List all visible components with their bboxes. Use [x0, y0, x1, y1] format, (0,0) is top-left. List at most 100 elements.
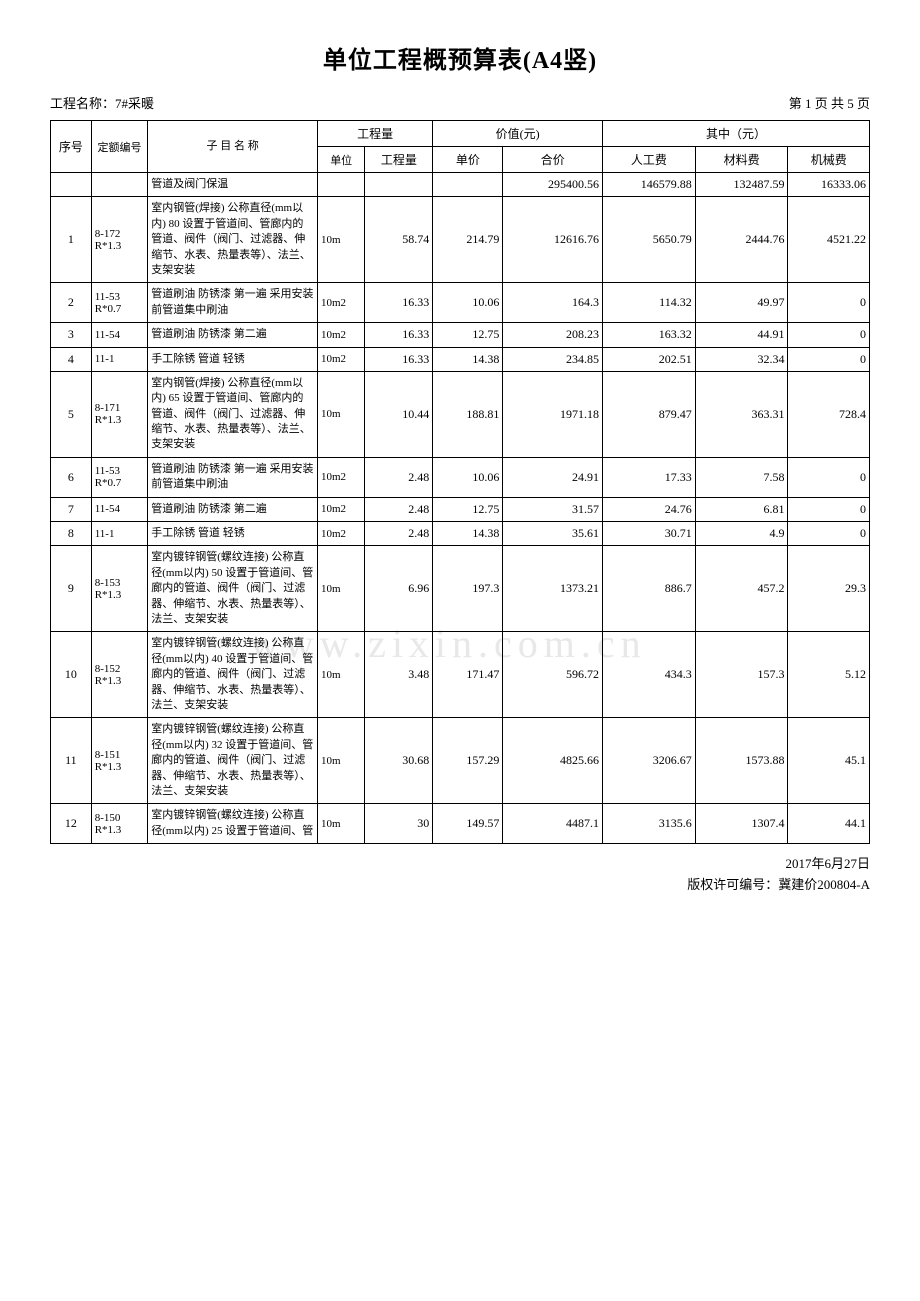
budget-table: 序号 定额编号 子 目 名 称 工程量 价值(元) 其中（元） 单位 工程量 单… — [50, 120, 870, 844]
meta-row: 工程名称：7#采暖 第 1 页 共 5 页 — [50, 93, 870, 112]
table-row: 管道及阀门保温295400.56146579.88132487.5916333.… — [51, 173, 870, 197]
table-row: 611-53 R*0.7管道刷油 防锈漆 第一遍 采用安装前管道集中刷油10m2… — [51, 457, 870, 497]
cell-material: 132487.59 — [695, 173, 788, 197]
table-row: 58-171 R*1.3室内钢管(焊接) 公称直径(mm以内) 65 设置于管道… — [51, 371, 870, 457]
cell-seq: 5 — [51, 371, 92, 457]
cell-code: 8-150 R*1.3 — [91, 804, 148, 844]
cell-machine: 0 — [788, 347, 870, 371]
cell-code: 11-53 R*0.7 — [91, 283, 148, 323]
table-row: 118-151 R*1.3室内镀锌钢管(螺纹连接) 公称直径(mm以内) 32 … — [51, 718, 870, 804]
cell-total: 295400.56 — [503, 173, 603, 197]
cell-total: 4825.66 — [503, 718, 603, 804]
cell-qty: 6.96 — [365, 546, 433, 632]
cell-material: 32.34 — [695, 347, 788, 371]
cell-unit: 10m — [317, 632, 365, 718]
cell-price: 149.57 — [433, 804, 503, 844]
cell-code: 11-1 — [91, 347, 148, 371]
cell-labor: 114.32 — [602, 283, 695, 323]
cell-name: 管道刷油 防锈漆 第二遍 — [148, 497, 318, 521]
cell-price: 197.3 — [433, 546, 503, 632]
cell-total: 596.72 — [503, 632, 603, 718]
cell-total: 24.91 — [503, 457, 603, 497]
cell-name: 手工除锈 管道 轻锈 — [148, 347, 318, 371]
cell-unit: 10m — [317, 718, 365, 804]
th-qty: 工程量 — [365, 147, 433, 173]
cell-machine: 44.1 — [788, 804, 870, 844]
cell-code: 8-153 R*1.3 — [91, 546, 148, 632]
cell-labor: 30.71 — [602, 522, 695, 546]
cell-total: 1373.21 — [503, 546, 603, 632]
table-row: 411-1手工除锈 管道 轻锈10m216.3314.38234.85202.5… — [51, 347, 870, 371]
cell-machine: 0 — [788, 323, 870, 347]
cell-unit: 10m2 — [317, 283, 365, 323]
cell-price: 10.06 — [433, 283, 503, 323]
table-row: 811-1手工除锈 管道 轻锈10m22.4814.3835.6130.714.… — [51, 522, 870, 546]
cell-total: 31.57 — [503, 497, 603, 521]
table-row: 98-153 R*1.3室内镀锌钢管(螺纹连接) 公称直径(mm以内) 50 设… — [51, 546, 870, 632]
th-seq: 序号 — [51, 121, 92, 173]
cell-labor: 5650.79 — [602, 197, 695, 283]
cell-price: 157.29 — [433, 718, 503, 804]
table-row: 128-150 R*1.3室内镀锌钢管(螺纹连接) 公称直径(mm以内) 25 … — [51, 804, 870, 844]
cell-total: 208.23 — [503, 323, 603, 347]
cell-material: 1307.4 — [695, 804, 788, 844]
cell-qty: 2.48 — [365, 497, 433, 521]
cell-price: 10.06 — [433, 457, 503, 497]
cell-qty: 3.48 — [365, 632, 433, 718]
cell-price: 12.75 — [433, 497, 503, 521]
cell-code: 8-151 R*1.3 — [91, 718, 148, 804]
cell-qty: 2.48 — [365, 457, 433, 497]
cell-labor: 24.76 — [602, 497, 695, 521]
table-row: 211-53 R*0.7管道刷油 防锈漆 第一遍 采用安装前管道集中刷油10m2… — [51, 283, 870, 323]
cell-price: 12.75 — [433, 323, 503, 347]
cell-price: 188.81 — [433, 371, 503, 457]
cell-unit: 10m — [317, 804, 365, 844]
cell-seq: 7 — [51, 497, 92, 521]
cell-unit: 10m2 — [317, 522, 365, 546]
cell-qty: 2.48 — [365, 522, 433, 546]
cell-total: 35.61 — [503, 522, 603, 546]
cell-qty: 16.33 — [365, 347, 433, 371]
cell-total: 12616.76 — [503, 197, 603, 283]
cell-code: 11-1 — [91, 522, 148, 546]
th-material: 材料费 — [695, 147, 788, 173]
cell-price: 14.38 — [433, 347, 503, 371]
cell-qty: 58.74 — [365, 197, 433, 283]
cell-unit — [317, 173, 365, 197]
th-name: 子 目 名 称 — [148, 121, 318, 173]
cell-seq: 11 — [51, 718, 92, 804]
cell-seq: 9 — [51, 546, 92, 632]
page-title: 单位工程概预算表(A4竖) — [50, 40, 870, 75]
cell-labor: 434.3 — [602, 632, 695, 718]
cell-material: 2444.76 — [695, 197, 788, 283]
cell-material: 44.91 — [695, 323, 788, 347]
cell-unit: 10m2 — [317, 347, 365, 371]
footer-license: 版权许可编号：冀建价200804-A — [50, 875, 870, 896]
cell-total: 1971.18 — [503, 371, 603, 457]
cell-price: 14.38 — [433, 522, 503, 546]
cell-machine: 29.3 — [788, 546, 870, 632]
cell-name: 室内钢管(焊接) 公称直径(mm以内) 65 设置于管道间、管廊内的管道、阀件（… — [148, 371, 318, 457]
th-price: 单价 — [433, 147, 503, 173]
cell-total: 234.85 — [503, 347, 603, 371]
cell-unit: 10m2 — [317, 457, 365, 497]
project-label: 工程名称： — [50, 96, 115, 111]
cell-machine: 0 — [788, 497, 870, 521]
cell-labor: 886.7 — [602, 546, 695, 632]
cell-qty: 10.44 — [365, 371, 433, 457]
cell-material: 7.58 — [695, 457, 788, 497]
cell-name: 室内镀锌钢管(螺纹连接) 公称直径(mm以内) 40 设置于管道间、管廊内的管道… — [148, 632, 318, 718]
th-labor: 人工费 — [602, 147, 695, 173]
cell-labor: 879.47 — [602, 371, 695, 457]
cell-unit: 10m — [317, 546, 365, 632]
cell-qty: 16.33 — [365, 283, 433, 323]
cell-unit: 10m — [317, 371, 365, 457]
th-code: 定额编号 — [91, 121, 148, 173]
cell-unit: 10m2 — [317, 497, 365, 521]
cell-total: 164.3 — [503, 283, 603, 323]
cell-name: 室内镀锌钢管(螺纹连接) 公称直径(mm以内) 25 设置于管道间、管 — [148, 804, 318, 844]
cell-seq: 6 — [51, 457, 92, 497]
cell-seq: 1 — [51, 197, 92, 283]
page-info: 第 1 页 共 5 页 — [789, 93, 870, 112]
cell-qty: 30.68 — [365, 718, 433, 804]
